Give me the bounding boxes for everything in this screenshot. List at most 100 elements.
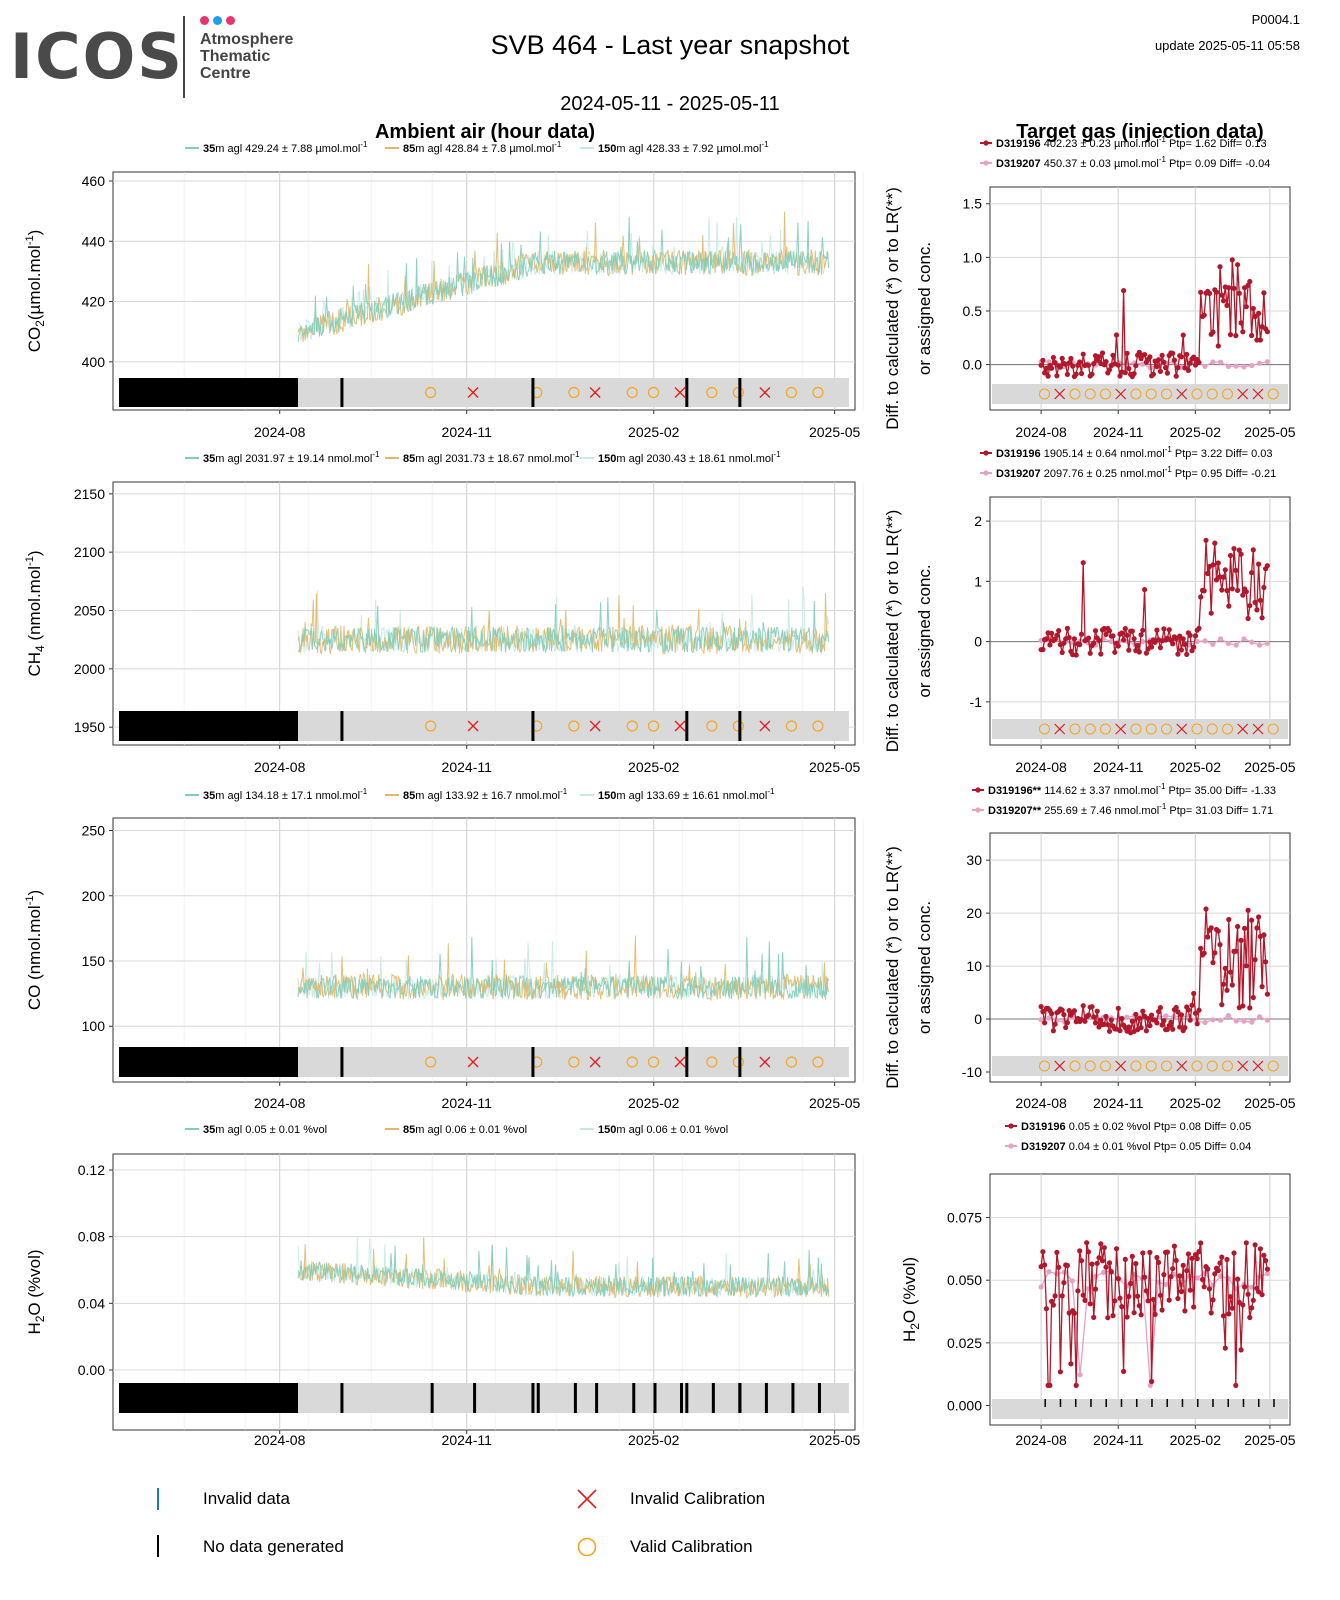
co-target-ytick-label: 10 [966,958,982,974]
h2o-no-data-tick [653,1383,657,1413]
h2o-target-ytick-label: 0.025 [947,1335,982,1351]
ch4-target-point [1231,546,1237,552]
co-valid-cal-marker [812,1056,824,1068]
co2-target-point [1225,363,1231,370]
co2-frame [112,171,856,411]
co2-target-point [1049,365,1055,371]
co-target-ytick-label: -10 [962,1064,982,1080]
co2-legend-text: m agl 429.24 ± 7.88 µmol.mol [215,143,360,155]
h2o-target-point [1094,1260,1100,1266]
h2o-target-point [1080,1292,1086,1298]
ch4-target-point [1222,567,1228,573]
co2-legend-sup: -1 [554,140,562,149]
h2o-target-point [1140,1250,1146,1256]
co-target-point [1136,1015,1142,1022]
ch4-target-point [1078,631,1085,637]
ch4-target-point [1119,630,1125,636]
co2-target-valid-cal [1221,388,1234,400]
ch4-target-point [1043,636,1049,642]
h2o-target-point [1156,1259,1162,1265]
h2o-target-point [1235,1276,1241,1282]
co-target-point [1126,1024,1132,1030]
invalid-cal-icon [577,1489,597,1509]
h2o-target-point [1194,1275,1200,1281]
co2-no-data-tick [738,378,742,407]
h2o-legend: 35m agl 0.05 ± 0.01 %vol 85m agl 0.06 ± 0… [185,1124,728,1136]
co2-legend-sup: -1 [761,140,769,149]
co2-target-point [1240,329,1246,335]
ch4-target-point [1191,644,1197,650]
co2-invalid-cal-marker [759,387,771,398]
co2-target-point [1257,360,1263,366]
h2o-target-point [1206,1286,1213,1292]
co2-target-point [1241,364,1247,370]
h2o-ytick-label: 0.00 [78,1362,105,1378]
h2o-target-no-data-tick [1227,1399,1229,1407]
co-legend-height: 35 [203,790,215,802]
co-xtick-label: 2025-05 [809,1095,861,1111]
h2o-target-point [1110,1313,1116,1319]
update-timestamp: update 2025-05-11 05:58 [1154,38,1300,53]
co-target-point [1257,1014,1263,1020]
ch4-target-point [1224,587,1230,594]
panel-ch4: 1950 2000 2050 2100 2150 2024-08 2024-11 2025-0… [24,450,864,775]
co-target-point [1119,1015,1125,1022]
co-target-ytick-label: 30 [966,852,982,868]
ch4-target-point [1061,640,1067,646]
co2-no-data-block [119,378,298,407]
h2o-target-point [1112,1298,1118,1304]
h2o-target-legend-id: D319207 [1021,1141,1066,1153]
h2o-target-point [1040,1249,1046,1255]
co-target-point [1042,1020,1048,1026]
co2-target-strip [992,384,1288,404]
co-target-invalid-cal [1176,1060,1188,1072]
h2o-target-point [1106,1260,1113,1266]
ch4-target-point [1252,599,1258,606]
co2-xtick-label: 2025-02 [628,424,680,440]
co2-target-point [1250,305,1256,312]
h2o-target-point [1078,1258,1085,1264]
co-target-point [1229,982,1235,988]
h2o-target-point [1194,1256,1200,1262]
co-target-point [1156,1008,1162,1015]
ch4-target-point [1126,647,1132,653]
h2o-no-data-tick [632,1383,636,1413]
co2-ylabel-main: CO [25,327,44,353]
co-target-point [1242,925,1248,932]
ch4-target-xtick-label: 2024-08 [1015,759,1067,775]
ch4-target-valid-cal [1206,723,1218,735]
ch4-valid-cal-marker [706,720,718,732]
co-target-point [1203,906,1209,912]
h2o-no-data-tick [536,1383,540,1413]
h2o-target-point [1103,1264,1109,1270]
co-xtick-label: 2025-02 [628,1095,680,1111]
ch4-target-xtick-label: 2024-11 [1093,759,1144,775]
co-invalid-cal-marker [674,1056,686,1068]
co2-target-point [1249,332,1255,339]
h2o-target-point [1191,1304,1197,1310]
h2o-target-point [1077,1372,1083,1378]
ch4-legend-entry: 35m agl 2031.97 ± 19.14 nmol.mol-1 [203,450,380,465]
h2o-target-point [1077,1248,1083,1254]
h2o-target-point [1143,1288,1149,1294]
h2o-no-data-tick [685,1383,689,1413]
co-target-invalid-cal [1054,1060,1066,1072]
co2-no-data-tick [685,378,689,407]
co-legend-entry: 150m agl 133.69 ± 16.61 nmol.mol-1 [598,787,775,802]
h2o-target-legend: D319196 0.05 ± 0.02 %vol Ptp= 0.08 Diff=… [1005,1121,1251,1153]
co-target-point [1046,1015,1052,1021]
ch4-target-point [1241,636,1247,642]
ch4-target-valid-cal [1038,723,1051,735]
h2o-target-point [1196,1248,1202,1255]
co-target-valid-cal [1221,1060,1234,1072]
co2-target-point [1261,290,1267,296]
h2o-target-point [1092,1286,1099,1292]
h2o-legend-text: m agl 0.06 ± 0.01 %vol [616,1124,728,1136]
h2o-target-point [1161,1272,1167,1278]
h2o-legend-entry: 85m agl 0.06 ± 0.01 %vol [403,1124,527,1136]
co2-legend-height: 85 [403,143,415,155]
h2o-target-point [1250,1297,1256,1303]
ch4-target-point [1233,567,1239,573]
h2o-target-point [1135,1293,1141,1299]
co-target-legend-sup: -1 [1158,782,1166,791]
